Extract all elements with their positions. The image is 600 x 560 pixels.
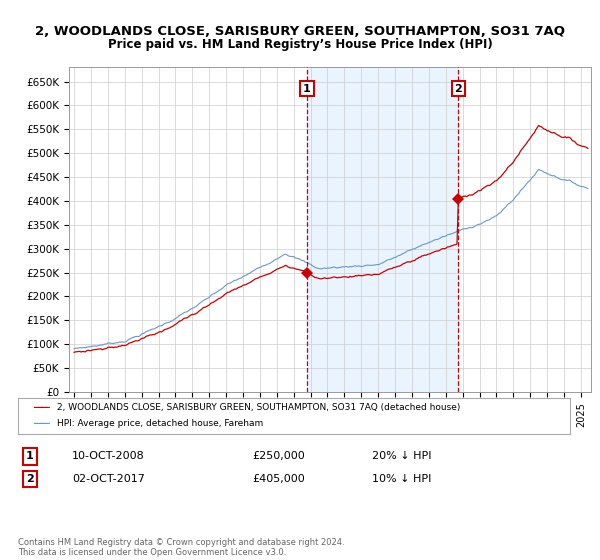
Bar [307,67,458,392]
Text: Price paid vs. HM Land Registry’s House Price Index (HPI): Price paid vs. HM Land Registry’s House … [107,38,493,51]
Text: 2: 2 [455,83,462,94]
Text: ──: ── [33,417,50,431]
Text: ──: ── [33,401,50,415]
Text: 2, WOODLANDS CLOSE, SARISBURY GREEN, SOUTHAMPTON, SO31 7AQ (detached house): 2, WOODLANDS CLOSE, SARISBURY GREEN, SOU… [57,403,460,412]
Text: HPI: Average price, detached house, Fareham: HPI: Average price, detached house, Fare… [57,419,263,428]
Text: £405,000: £405,000 [252,474,305,484]
Text: 20% ↓ HPI: 20% ↓ HPI [372,451,431,461]
Text: £250,000: £250,000 [252,451,305,461]
Text: 1: 1 [26,451,34,461]
Text: 2: 2 [26,474,34,484]
Text: 2, WOODLANDS CLOSE, SARISBURY GREEN, SOUTHAMPTON, SO31 7AQ: 2, WOODLANDS CLOSE, SARISBURY GREEN, SOU… [35,25,565,38]
Text: 02-OCT-2017: 02-OCT-2017 [72,474,145,484]
Text: Contains HM Land Registry data © Crown copyright and database right 2024.
This d: Contains HM Land Registry data © Crown c… [18,538,344,557]
Text: 1: 1 [303,83,311,94]
Text: 10-OCT-2008: 10-OCT-2008 [72,451,145,461]
Text: 10% ↓ HPI: 10% ↓ HPI [372,474,431,484]
